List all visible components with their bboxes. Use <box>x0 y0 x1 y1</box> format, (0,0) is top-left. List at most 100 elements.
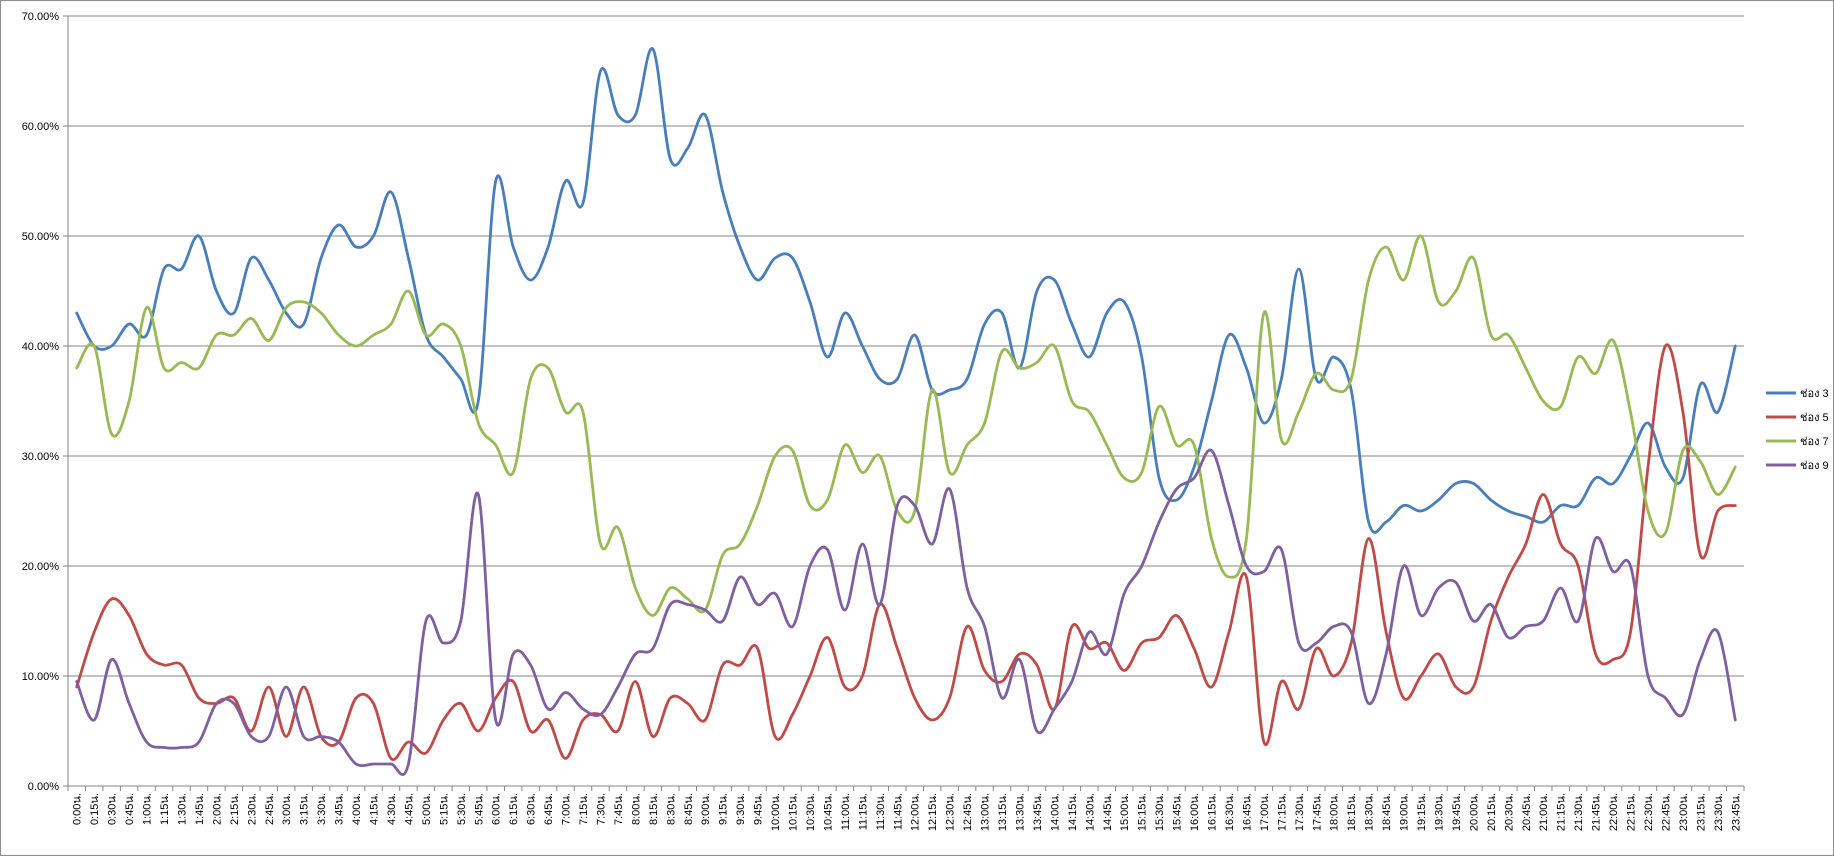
x-tick-label: 7:30น. <box>595 793 607 825</box>
x-tick-label: 7:00น. <box>561 793 573 825</box>
series-line-2 <box>75 343 1737 762</box>
x-tick-label: 2:45น. <box>264 793 276 825</box>
x-tick-label: 5:45น. <box>473 793 485 825</box>
x-tick-label: 2:15น. <box>229 793 241 825</box>
x-tick-label: 22:15น. <box>1626 793 1638 831</box>
x-tick-label: 14:45น. <box>1102 793 1114 831</box>
x-tick-label: 0:30น. <box>107 793 119 825</box>
y-tick-label: 70.00% <box>22 11 60 23</box>
x-tick-label: 15:30น. <box>1154 793 1166 831</box>
x-tick-label: 0:00น. <box>72 793 84 825</box>
x-tick-label: 13:15น. <box>997 793 1009 831</box>
x-tick-label: 14:30น. <box>1084 793 1096 831</box>
x-tick-label: 23:30น. <box>1713 793 1725 831</box>
x-tick-label: 5:15น. <box>438 793 450 825</box>
x-tick-label: 22:30น. <box>1643 793 1655 831</box>
series-lines <box>75 47 1737 776</box>
y-tick-label: 10.00% <box>22 671 60 683</box>
x-tick-label: 23:15น. <box>1695 793 1707 831</box>
x-tick-label: 10:45น. <box>822 793 834 831</box>
x-tick-label: 19:45น. <box>1451 793 1463 831</box>
x-tick-label: 11:00น. <box>840 793 852 830</box>
x-tick-label: 5:00น. <box>421 793 433 825</box>
x-tick-label: 4:00น. <box>351 793 363 825</box>
series-line-4 <box>75 448 1737 776</box>
x-tick-label: 21:45น. <box>1591 793 1603 831</box>
x-tick-label: 0:15น. <box>89 793 101 825</box>
x-tick-label: 21:30น. <box>1573 793 1585 831</box>
x-tick-label: 21:15น. <box>1556 793 1568 831</box>
x-tick-label: 20:45น. <box>1521 793 1533 831</box>
x-tick-label: 2:00น. <box>211 793 223 825</box>
x-tick-label: 6:15น. <box>508 793 520 825</box>
legend-label-3: ช่อง 7 <box>1800 436 1829 448</box>
x-tick-label: 1:15น. <box>159 793 171 825</box>
x-tick-label: 13:30น. <box>1014 793 1026 831</box>
x-tick-label: 9:15น. <box>718 793 730 825</box>
x-tick-label: 1:45น. <box>194 793 206 825</box>
y-tick-label: 20.00% <box>22 561 60 573</box>
x-tick-label: 16:30น. <box>1224 793 1236 831</box>
x-tick-label: 4:15น. <box>369 793 381 825</box>
x-tick-label: 4:30น. <box>386 793 398 825</box>
x-tick-label: 8:15น. <box>648 793 660 825</box>
y-tick-label: 0.00% <box>28 781 59 793</box>
x-tick-label: 2:30น. <box>246 793 258 825</box>
series-line-3 <box>75 234 1737 617</box>
x-tick-label: 23:00น. <box>1678 793 1690 831</box>
x-tick-label: 9:30น. <box>735 793 747 825</box>
x-tick-label: 14:00น. <box>1049 793 1061 831</box>
x-tick-label: 16:00น. <box>1189 793 1201 831</box>
x-tick-label: 8:45น. <box>683 793 695 825</box>
x-tick-label: 1:30น. <box>176 793 188 825</box>
legend-label-2: ช่อง 5 <box>1800 412 1829 424</box>
x-tick-label: 6:30น. <box>526 793 538 825</box>
x-tick-label: 18:15น. <box>1346 793 1358 831</box>
x-tick-label: 11:45น. <box>892 793 904 830</box>
x-tick-label: 20:15น. <box>1486 793 1498 831</box>
x-tick-label: 18:30น. <box>1364 793 1376 831</box>
legend: ช่อง 3 ช่อง 5 ช่อง 7 ช่อง 9 <box>1766 388 1829 472</box>
x-tick-label: 9:45น. <box>753 793 765 825</box>
x-tick-label: 11:15น. <box>857 793 869 830</box>
x-tick-label: 10:15น. <box>788 793 800 831</box>
x-tick-label: 6:45น. <box>543 793 555 825</box>
x-tick-label: 5:30น. <box>456 793 468 825</box>
x-tick-label: 13:45น. <box>1032 793 1044 831</box>
x-tick-label: 3:00น. <box>281 793 293 825</box>
x-tick-label: 8:30น. <box>665 793 677 825</box>
x-tick-label: 19:30น. <box>1433 793 1445 831</box>
y-tick-label: 60.00% <box>22 121 60 133</box>
y-tick-label: 40.00% <box>22 341 60 353</box>
x-tick-label: 15:45น. <box>1172 793 1184 831</box>
x-tick-label: 17:00น. <box>1259 793 1271 831</box>
x-tick-label: 18:00น. <box>1329 793 1341 831</box>
x-tick-label: 12:00น. <box>910 793 922 831</box>
x-tick-label: 20:30น. <box>1503 793 1515 831</box>
axes <box>63 15 1745 791</box>
x-tick-label: 13:00น. <box>980 793 992 831</box>
x-tick-label: 15:15น. <box>1137 793 1149 831</box>
x-tick-label: 16:45น. <box>1241 793 1253 831</box>
x-tick-label: 16:15น. <box>1207 793 1219 831</box>
x-tick-label: 17:15น. <box>1276 793 1288 831</box>
legend-label-4: ช่อง 9 <box>1800 460 1829 472</box>
x-tick-label: 11:30น. <box>875 793 887 830</box>
x-tick-label: 8:00น. <box>630 793 642 825</box>
x-tick-label: 10:30น. <box>805 793 817 831</box>
x-tick-label: 7:45น. <box>613 793 625 825</box>
x-tick-label: 9:00น. <box>700 793 712 825</box>
x-tick-label: 19:15น. <box>1416 793 1428 831</box>
x-tick-label: 10:00น. <box>770 793 782 831</box>
series-line-1 <box>75 47 1737 534</box>
x-tick-label: 12:45น. <box>962 793 974 831</box>
x-tick-label: 14:15น. <box>1067 793 1079 831</box>
x-tick-label: 23:45น. <box>1730 793 1742 831</box>
x-tick-label: 17:45น. <box>1311 793 1323 831</box>
x-tick-label: 12:30น. <box>945 793 957 831</box>
x-tick-label: 3:45น. <box>334 793 346 825</box>
x-tick-label: 12:15น. <box>927 793 939 831</box>
x-tick-label: 15:00น. <box>1119 793 1131 831</box>
